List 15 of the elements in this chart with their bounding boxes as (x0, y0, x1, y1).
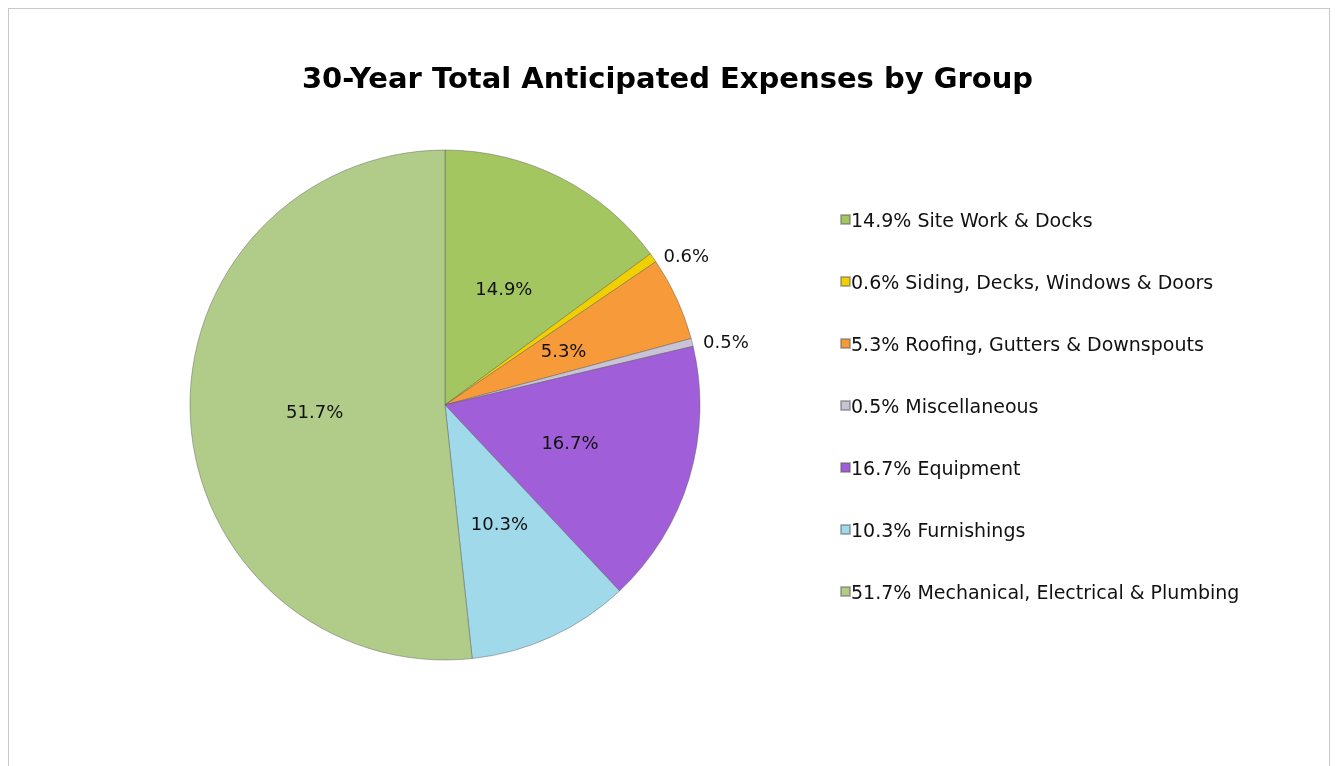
data-label: 51.7% (286, 401, 344, 423)
legend-label: 51.7% Mechanical, Electrical & Plumbing (851, 580, 1240, 603)
data-label: 10.3% (470, 513, 529, 535)
legend-label: 14.9% Site Work & Docks (851, 208, 1093, 231)
data-label: 5.3% (540, 340, 587, 362)
chart-title: 30-Year Total Anticipated Expenses by Group (301, 60, 1034, 95)
legend-label: 0.6% Siding, Decks, Windows & Doors (851, 270, 1214, 293)
legend-label: 10.3% Furnishings (851, 518, 1026, 541)
data-label: 0.6% (663, 244, 710, 266)
data-label: 14.9% (475, 278, 533, 300)
data-label: 0.5% (703, 330, 749, 352)
legend-label: 5.3% Roofing, Gutters & Downspouts (851, 332, 1204, 355)
legend-label: 0.5% Miscellaneous (851, 394, 1039, 417)
data-label: 16.7% (541, 432, 599, 454)
legend-label: 16.7% Equipment (851, 456, 1021, 479)
